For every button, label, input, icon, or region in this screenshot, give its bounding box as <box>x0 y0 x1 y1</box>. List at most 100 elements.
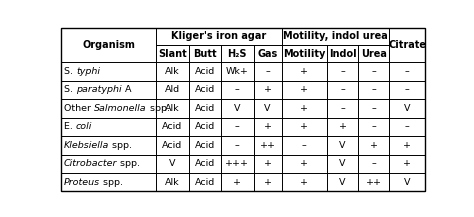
Bar <box>61 136 156 155</box>
Bar <box>61 62 156 81</box>
Bar <box>327 81 358 99</box>
Bar <box>389 173 425 191</box>
Text: Acid: Acid <box>195 178 215 187</box>
Bar <box>221 99 254 118</box>
Text: H₂S: H₂S <box>228 49 247 59</box>
Text: Motility: Motility <box>283 49 326 59</box>
Bar <box>61 99 156 118</box>
Text: paratyphi: paratyphi <box>76 85 122 94</box>
Text: Gas: Gas <box>257 49 278 59</box>
Text: Kliger's iron agar: Kliger's iron agar <box>171 31 266 41</box>
Text: –: – <box>405 85 410 94</box>
Text: –: – <box>302 141 307 150</box>
Text: Indol: Indol <box>329 49 356 59</box>
Bar <box>358 136 389 155</box>
Bar <box>358 155 389 173</box>
Bar <box>389 81 425 99</box>
Text: Ald: Ald <box>165 85 180 94</box>
Bar <box>327 118 358 136</box>
Bar <box>156 81 189 99</box>
Bar <box>254 173 282 191</box>
Text: –: – <box>405 122 410 131</box>
Text: Motility, indol urea: Motility, indol urea <box>283 31 388 41</box>
Bar <box>358 173 389 191</box>
Text: E.: E. <box>64 122 76 131</box>
Bar <box>282 45 327 62</box>
Text: Klebsiella: Klebsiella <box>64 141 109 150</box>
Bar <box>254 136 282 155</box>
Bar <box>282 136 327 155</box>
Text: –: – <box>340 104 345 113</box>
Bar <box>156 45 189 62</box>
Text: +: + <box>403 141 411 150</box>
Bar <box>282 81 327 99</box>
Bar <box>156 118 189 136</box>
Text: Proteus: Proteus <box>64 178 100 187</box>
Text: V: V <box>339 178 346 187</box>
Bar <box>61 81 156 99</box>
Text: Wk+: Wk+ <box>226 67 249 76</box>
Bar <box>189 45 221 62</box>
Text: +: + <box>264 85 272 94</box>
Bar <box>282 28 389 45</box>
Text: Butt: Butt <box>193 49 217 59</box>
Text: Urea: Urea <box>361 49 387 59</box>
Text: ++: ++ <box>366 178 382 187</box>
Text: Acid: Acid <box>195 122 215 131</box>
Text: S.: S. <box>64 85 76 94</box>
Bar <box>389 118 425 136</box>
Text: V: V <box>339 141 346 150</box>
Bar <box>61 118 156 136</box>
Bar <box>189 155 221 173</box>
Text: Alk: Alk <box>165 178 180 187</box>
Text: spp.: spp. <box>109 141 132 150</box>
Bar <box>282 99 327 118</box>
Text: +++: +++ <box>225 159 249 168</box>
Bar <box>282 118 327 136</box>
Bar <box>358 62 389 81</box>
Text: S.: S. <box>64 67 76 76</box>
Text: V: V <box>404 178 410 187</box>
Text: +: + <box>403 159 411 168</box>
Bar <box>61 155 156 173</box>
Bar <box>189 81 221 99</box>
Bar <box>221 62 254 81</box>
Text: +: + <box>301 104 308 113</box>
Text: +: + <box>301 67 308 76</box>
Bar <box>254 118 282 136</box>
Bar <box>254 81 282 99</box>
Text: ++: ++ <box>260 141 275 150</box>
Text: Organism: Organism <box>82 40 135 50</box>
Text: –: – <box>371 159 376 168</box>
Text: spp.: spp. <box>100 178 123 187</box>
Bar <box>358 118 389 136</box>
Text: typhi: typhi <box>76 67 100 76</box>
Bar <box>358 99 389 118</box>
Text: –: – <box>340 85 345 94</box>
Text: Acid: Acid <box>162 122 182 131</box>
Text: +: + <box>233 178 241 187</box>
Text: Acid: Acid <box>162 141 182 150</box>
Text: V: V <box>339 159 346 168</box>
Text: +: + <box>301 159 308 168</box>
Bar <box>389 28 425 62</box>
Bar <box>327 136 358 155</box>
Text: Slant: Slant <box>158 49 187 59</box>
Bar <box>221 173 254 191</box>
Bar <box>282 155 327 173</box>
Text: +: + <box>264 159 272 168</box>
Bar <box>189 62 221 81</box>
Bar <box>61 173 156 191</box>
Bar <box>189 173 221 191</box>
Bar <box>221 118 254 136</box>
Bar <box>282 173 327 191</box>
Text: spp.: spp. <box>118 159 140 168</box>
Text: –: – <box>371 122 376 131</box>
Bar <box>221 81 254 99</box>
Text: Alk: Alk <box>165 67 180 76</box>
Text: –: – <box>371 67 376 76</box>
Bar <box>254 99 282 118</box>
Text: spp.: spp. <box>147 104 170 113</box>
Text: Acid: Acid <box>195 104 215 113</box>
Text: –: – <box>265 67 270 76</box>
